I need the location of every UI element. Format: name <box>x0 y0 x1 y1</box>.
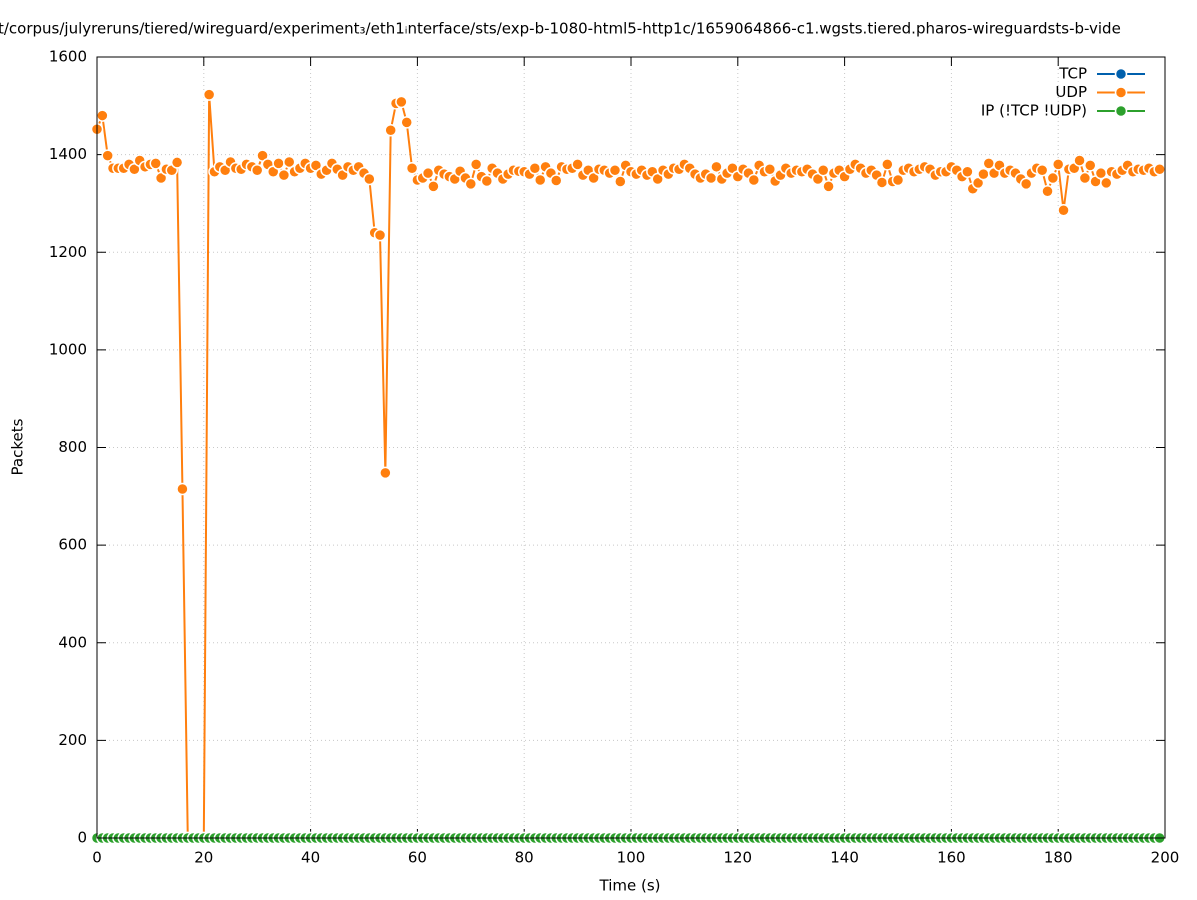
x-tick-label: 0 <box>92 849 102 867</box>
data-point <box>608 163 622 177</box>
data-point <box>528 162 542 175</box>
legend-marker <box>1114 104 1128 118</box>
x-tick-label: 180 <box>1044 849 1073 867</box>
legend-label: IP (!TCP !UDP) <box>981 102 1087 120</box>
legend-label: TCP <box>1058 65 1087 83</box>
y-tick-label: 800 <box>58 438 87 456</box>
y-tick-label: 1000 <box>49 340 87 358</box>
data-point <box>614 175 627 188</box>
data-point <box>651 172 664 186</box>
data-point <box>202 88 216 101</box>
data-point <box>822 180 835 193</box>
x-tick-label: 160 <box>937 849 966 867</box>
data-point <box>891 173 905 187</box>
data-point <box>1019 177 1033 191</box>
data-point <box>400 116 413 129</box>
data-point <box>977 167 990 181</box>
y-tick-label: 0 <box>77 829 87 847</box>
data-point <box>464 177 478 191</box>
x-tick-label: 80 <box>515 849 534 867</box>
data-point <box>379 466 392 480</box>
data-point <box>1083 159 1097 172</box>
data-point <box>1100 176 1113 190</box>
x-tick-label: 40 <box>301 849 320 867</box>
data-point <box>961 165 974 178</box>
x-tick-label: 120 <box>723 849 752 867</box>
data-point <box>405 162 419 175</box>
data-point <box>763 163 777 176</box>
y-tick-label: 200 <box>58 731 87 749</box>
data-point <box>272 157 285 170</box>
data-point <box>875 176 889 189</box>
data-point <box>811 172 825 186</box>
y-tick-label: 1600 <box>49 48 87 66</box>
x-tick-label: 20 <box>194 849 213 867</box>
data-point <box>101 149 114 162</box>
data-point <box>469 158 483 171</box>
plot-border <box>96 56 1166 839</box>
y-tick-label: 1400 <box>49 145 87 163</box>
data-point <box>309 159 323 172</box>
y-tick-label: 400 <box>58 633 87 651</box>
data-point <box>96 109 109 122</box>
data-point <box>971 176 985 190</box>
x-axis-label: Time (s) <box>599 877 661 895</box>
x-tick-label: 60 <box>408 849 427 867</box>
data-point <box>154 171 168 185</box>
x-tick-label: 140 <box>830 849 859 867</box>
legend-label: UDP <box>1055 83 1087 101</box>
data-point <box>1051 158 1065 171</box>
data-point <box>571 158 584 171</box>
data-point <box>1046 171 1060 185</box>
legend-marker <box>1114 86 1128 99</box>
data-point <box>587 171 600 185</box>
data-point <box>256 149 269 162</box>
data-point <box>282 155 296 169</box>
data-point <box>480 174 494 188</box>
data-point <box>170 156 184 169</box>
data-point <box>1057 204 1070 217</box>
data-point <box>363 172 376 186</box>
y-tick-label: 1200 <box>49 243 87 261</box>
data-point <box>421 166 435 180</box>
data-point <box>816 163 830 177</box>
data-point <box>1153 163 1166 176</box>
x-tick-label: 200 <box>1151 849 1180 867</box>
legend-marker <box>1114 67 1128 81</box>
data-point <box>747 173 761 187</box>
data-point <box>373 228 387 242</box>
data-point <box>704 171 718 185</box>
data-point <box>549 174 563 187</box>
data-point <box>710 160 723 174</box>
data-point <box>277 168 291 182</box>
data-point <box>1035 163 1049 177</box>
y-tick-label: 600 <box>58 536 87 554</box>
data-point <box>176 482 189 496</box>
data-point <box>250 163 264 177</box>
y-axis-label: Packets <box>9 418 27 475</box>
data-point <box>533 173 547 187</box>
data-point <box>1073 154 1086 167</box>
data-point <box>395 95 408 109</box>
data-point <box>427 180 440 193</box>
chart-title: t/corpus/julyreruns/tiered/wireguard/exp… <box>0 20 1121 38</box>
data-point <box>384 123 397 137</box>
data-point <box>881 158 894 171</box>
data-point <box>1041 184 1054 198</box>
x-tick-label: 100 <box>617 849 646 867</box>
data-point <box>1078 171 1092 185</box>
data-point <box>149 157 162 170</box>
